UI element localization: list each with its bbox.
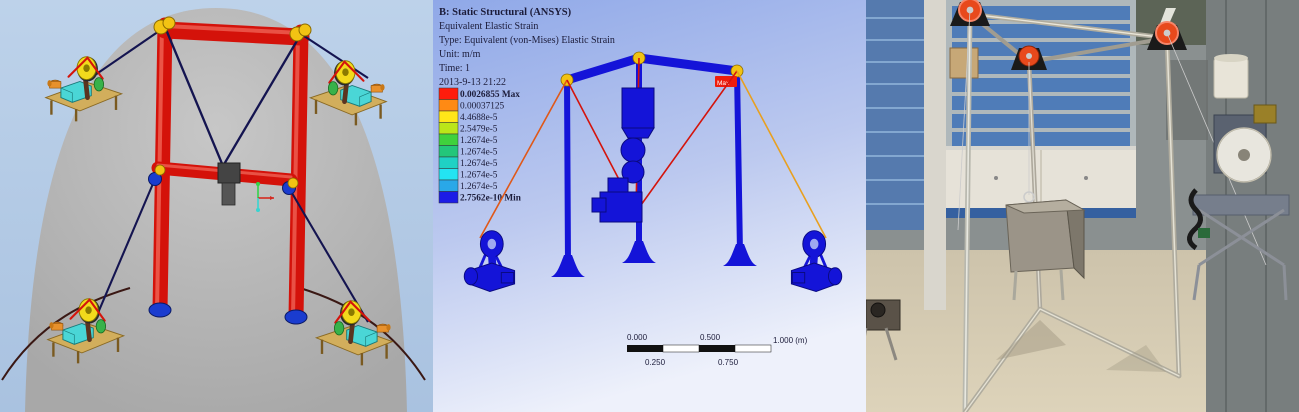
svg-text:2.5479e-5: 2.5479e-5 bbox=[460, 125, 498, 135]
svg-text:0.250: 0.250 bbox=[645, 358, 666, 367]
svg-text:0.750: 0.750 bbox=[718, 358, 739, 367]
svg-text:0.500: 0.500 bbox=[700, 333, 721, 342]
svg-text:2.7562e-10 Min: 2.7562e-10 Min bbox=[460, 194, 522, 204]
svg-text:4.4688e-5: 4.4688e-5 bbox=[460, 113, 498, 123]
svg-text:0.00037125: 0.00037125 bbox=[460, 102, 505, 112]
svg-text:1.2674e-5: 1.2674e-5 bbox=[460, 182, 498, 192]
svg-text:1.2674e-5: 1.2674e-5 bbox=[460, 159, 498, 169]
svg-text:Type: Equivalent (von-Mises) E: Type: Equivalent (von-Mises) Elastic Str… bbox=[439, 35, 615, 46]
svg-text:1.000 (m): 1.000 (m) bbox=[773, 336, 808, 345]
svg-text:1.2674e-5: 1.2674e-5 bbox=[460, 136, 498, 146]
svg-text:2013-9-13 21:22: 2013-9-13 21:22 bbox=[439, 77, 506, 88]
svg-text:Time: 1: Time: 1 bbox=[439, 63, 470, 74]
svg-text:Unit: m/m: Unit: m/m bbox=[439, 49, 481, 60]
svg-text:Equivalent Elastic Strain: Equivalent Elastic Strain bbox=[439, 21, 538, 32]
svg-text:1.2674e-5: 1.2674e-5 bbox=[460, 148, 498, 158]
svg-text:0.000: 0.000 bbox=[627, 333, 648, 342]
svg-text:B: Static Structural (ANSYS): B: Static Structural (ANSYS) bbox=[439, 7, 572, 18]
svg-text:0.0026855 Max: 0.0026855 Max bbox=[460, 90, 520, 100]
svg-text:1.2674e-5: 1.2674e-5 bbox=[460, 171, 498, 181]
